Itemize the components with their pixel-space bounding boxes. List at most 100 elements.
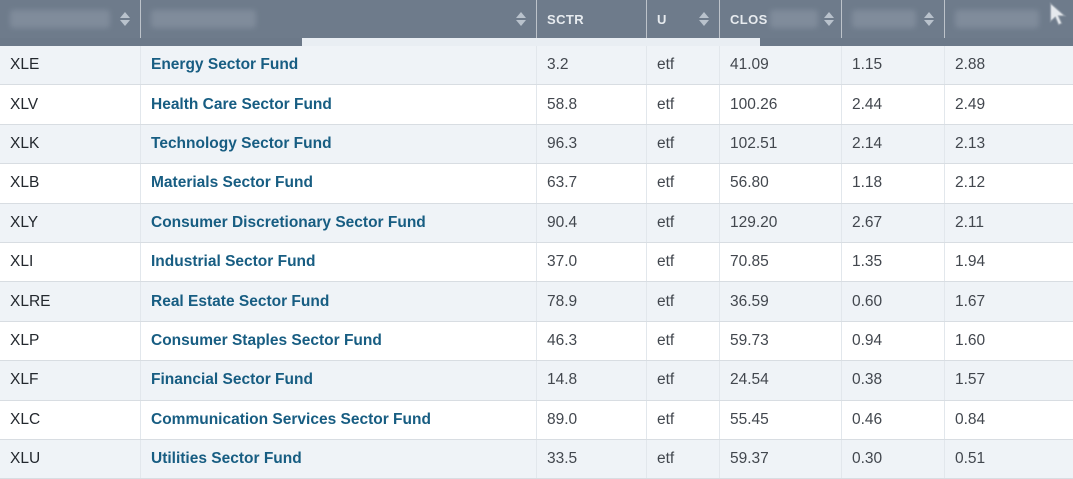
cell-u: etf — [647, 242, 720, 282]
cell-symbol[interactable]: XLV — [0, 85, 141, 124]
table-row: XLV Health Care Sector Fund 58.8 etf 100… — [0, 85, 1073, 125]
cell-col6: 1.15 — [842, 46, 945, 85]
redacted-label — [151, 10, 256, 28]
cell-name-link[interactable]: Utilities Sector Fund — [141, 439, 537, 479]
cell-col7: 2.88 — [955, 56, 986, 74]
cell-sctr: 33.5 — [537, 439, 647, 479]
cell-sctr: 37.0 — [537, 242, 647, 282]
sort-arrows-icon — [516, 12, 526, 26]
cell-col7: 2.49 — [955, 95, 986, 113]
cell-name-link[interactable]: Industrial Sector Fund — [141, 242, 537, 282]
cell-symbol[interactable]: XLU — [0, 439, 141, 479]
column-label: CLOS — [730, 11, 768, 27]
cell-symbol[interactable]: XLI — [0, 242, 141, 282]
scrollbar-segment — [0, 38, 302, 46]
sort-arrows-icon — [699, 12, 709, 26]
table-row: XLE Energy Sector Fund 3.2 etf 41.09 1.1… — [0, 46, 1073, 86]
cell-col6: 2.67 — [842, 203, 945, 242]
cell-close: 102.51 — [720, 124, 842, 164]
table-row: XLB Materials Sector Fund 63.7 etf 56.80… — [0, 164, 1073, 204]
cell-col7: 1.94 — [955, 253, 986, 271]
cell-col7: 1.57 — [955, 371, 986, 389]
cell-name-link[interactable]: Consumer Discretionary Sector Fund — [141, 203, 537, 242]
cell-col7: 2.11 — [955, 213, 985, 231]
column-header-sctr[interactable]: SCTR — [537, 0, 647, 38]
column-header-col7[interactable] — [945, 0, 1073, 38]
column-header-name[interactable] — [141, 0, 537, 38]
cell-col6: 0.94 — [842, 321, 945, 361]
cell-col7: 2.13 — [955, 134, 986, 152]
cell-symbol[interactable]: XLC — [0, 400, 141, 439]
sort-arrows-icon — [120, 12, 130, 26]
cell-u: etf — [647, 282, 720, 321]
cell-close: 100.26 — [720, 85, 842, 124]
cell-name-link[interactable]: Energy Sector Fund — [141, 46, 537, 85]
cell-col7: 0.84 — [955, 410, 986, 428]
cell-close: 59.37 — [720, 439, 842, 479]
cell-col6: 0.38 — [842, 361, 945, 400]
cell-name-link[interactable]: Health Care Sector Fund — [141, 85, 537, 124]
cell-close: 41.09 — [720, 46, 842, 85]
column-header-col6[interactable] — [842, 0, 945, 38]
cell-u: etf — [647, 361, 720, 400]
redacted-label — [955, 10, 1039, 28]
cell-symbol[interactable]: XLB — [0, 164, 141, 203]
cell-close: 56.80 — [720, 164, 842, 203]
cell-symbol[interactable]: XLRE — [0, 282, 141, 321]
column-header-u[interactable]: U — [647, 0, 720, 38]
column-label: U — [657, 11, 667, 27]
cell-u: etf — [647, 46, 720, 85]
cell-symbol[interactable]: XLY — [0, 203, 141, 242]
header-scrollbar[interactable] — [0, 38, 1073, 46]
cell-sctr: 14.8 — [537, 361, 647, 400]
table-row: XLP Consumer Staples Sector Fund 46.3 et… — [0, 321, 1073, 362]
cell-close: 59.73 — [720, 321, 842, 361]
cell-name-link[interactable]: Materials Sector Fund — [141, 164, 537, 203]
cell-col6: 2.14 — [842, 124, 945, 164]
sort-arrows-icon — [823, 12, 834, 26]
cell-col7: 0.51 — [955, 450, 986, 468]
table-row: XLC Communication Services Sector Fund 8… — [0, 400, 1073, 440]
cell-name-link[interactable]: Communication Services Sector Fund — [141, 400, 537, 439]
cell-col6: 1.18 — [842, 164, 945, 203]
cell-sctr: 46.3 — [537, 321, 647, 361]
cell-u: etf — [647, 124, 720, 164]
table-row: XLF Financial Sector Fund 14.8 etf 24.54… — [0, 361, 1073, 401]
cell-symbol[interactable]: XLP — [0, 321, 141, 361]
cell-col6: 0.46 — [842, 400, 945, 439]
column-header-symbol[interactable] — [0, 0, 141, 38]
cell-col7: 2.12 — [955, 174, 986, 192]
table-row: XLRE Real Estate Sector Fund 78.9 etf 36… — [0, 282, 1073, 322]
cell-u: etf — [647, 321, 720, 361]
scrollbar-segment — [760, 38, 1073, 46]
table-body: XLE Energy Sector Fund 3.2 etf 41.09 1.1… — [0, 46, 1073, 479]
cell-u: etf — [647, 203, 720, 242]
cell-col6: 2.44 — [842, 85, 945, 124]
cell-sctr: 90.4 — [537, 203, 647, 242]
cell-close: 24.54 — [720, 361, 842, 400]
cell-sctr: 3.2 — [537, 46, 647, 85]
table-row: XLK Technology Sector Fund 96.3 etf 102.… — [0, 124, 1073, 165]
cell-close: 55.45 — [720, 400, 842, 439]
column-header-close[interactable]: CLOS — [720, 0, 842, 38]
cell-col6: 0.30 — [842, 439, 945, 479]
cell-symbol[interactable]: XLK — [0, 124, 141, 164]
cell-name-link[interactable]: Financial Sector Fund — [141, 361, 537, 400]
cell-close: 129.20 — [720, 203, 842, 242]
cell-name-link[interactable]: Technology Sector Fund — [141, 124, 537, 164]
redacted-label — [852, 10, 916, 28]
table-row: XLI Industrial Sector Fund 37.0 etf 70.8… — [0, 242, 1073, 283]
cell-sctr: 96.3 — [537, 124, 647, 164]
cell-symbol[interactable]: XLF — [0, 361, 141, 400]
sort-arrows-icon — [924, 12, 934, 26]
scrollbar-thumb[interactable] — [302, 38, 760, 46]
table-header: SCTR U CLOS — [0, 0, 1073, 38]
table-row: XLU Utilities Sector Fund 33.5 etf 59.37… — [0, 439, 1073, 479]
cell-name-link[interactable]: Consumer Staples Sector Fund — [141, 321, 537, 361]
redacted-label — [769, 10, 818, 28]
cell-sctr: 78.9 — [537, 282, 647, 321]
cell-symbol[interactable]: XLE — [0, 46, 141, 85]
cell-name-link[interactable]: Real Estate Sector Fund — [141, 282, 537, 321]
column-label: SCTR — [547, 11, 584, 27]
